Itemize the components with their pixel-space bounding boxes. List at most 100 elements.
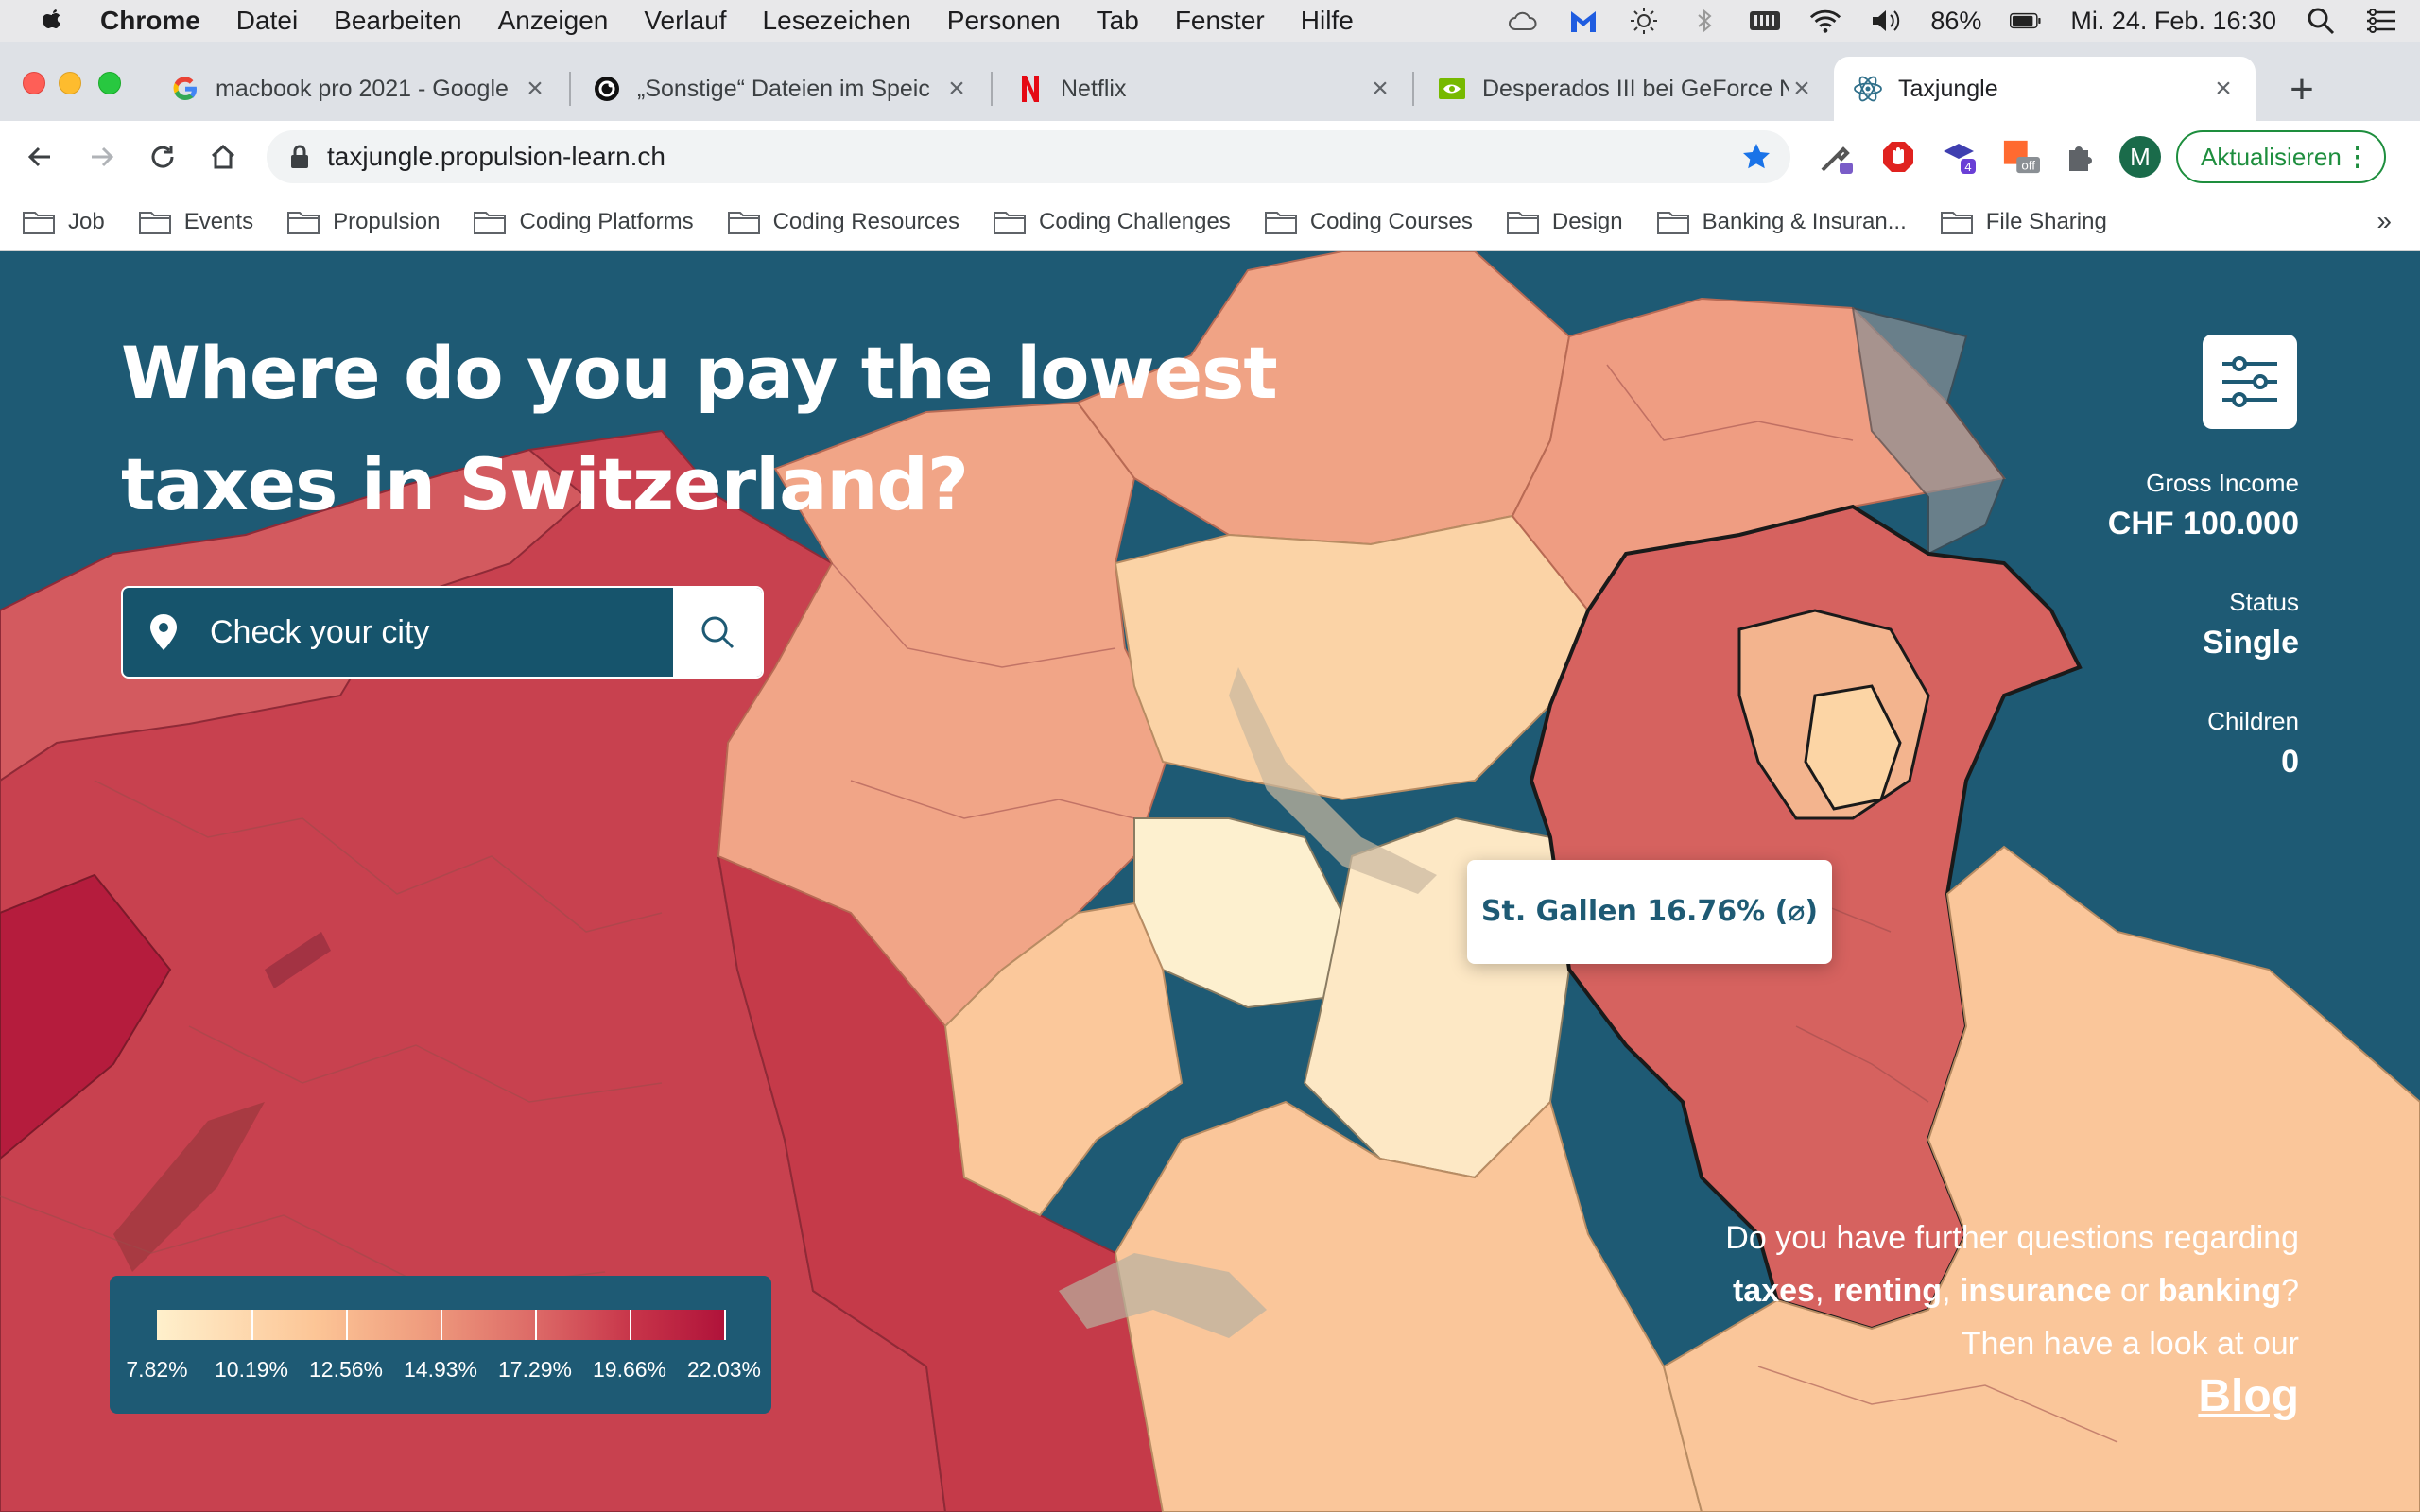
- more-menu-icon[interactable]: ⋮: [2344, 142, 2371, 171]
- city-search-box[interactable]: Check your city: [121, 586, 764, 679]
- bookmark-label: Coding Resources: [772, 208, 959, 234]
- tab-geforce-now[interactable]: Desperados III bei GeForce N ×: [1418, 57, 1834, 121]
- menu-app-chrome[interactable]: Chrome: [100, 6, 200, 35]
- volume-icon[interactable]: [1870, 7, 1902, 35]
- map-region-zug: [1133, 817, 1354, 1009]
- bookmarks-bar: Job Events Propulsion Coding Platforms C…: [0, 193, 2420, 251]
- url-text[interactable]: taxjungle.propulsion-learn.ch: [327, 142, 666, 171]
- tab-close-icon[interactable]: ×: [1372, 73, 1389, 104]
- forward-button[interactable]: [83, 138, 121, 176]
- settings-sliders-button[interactable]: [2203, 335, 2297, 429]
- menu-fenster[interactable]: Fenster: [1174, 6, 1265, 35]
- map-region-central-south: [1114, 1100, 1703, 1512]
- map-lake-biel: [265, 932, 331, 988]
- tab-taxjungle[interactable]: Taxjungle ×: [1834, 57, 2256, 121]
- window-minimize-button[interactable]: [59, 72, 81, 94]
- tab-sonstige-dateien[interactable]: „Sonstige“ Dateien im Speic ×: [573, 57, 989, 121]
- status-label: Status: [2229, 588, 2299, 616]
- legend-label: 14.93%: [403, 1357, 478, 1382]
- legend-label: 19.66%: [592, 1357, 667, 1382]
- menu-anzeigen[interactable]: Anzeigen: [497, 6, 609, 35]
- map-region-lake-constance: [1851, 306, 2006, 556]
- tab-close-icon[interactable]: ×: [1793, 73, 1810, 104]
- extensions-puzzle-icon[interactable]: [2061, 138, 2099, 176]
- lock-icon[interactable]: [289, 144, 310, 170]
- bookmark-folder-propulsion[interactable]: Propulsion: [287, 209, 440, 235]
- react-icon: [1853, 74, 1883, 104]
- blog-keyword-banking: banking: [2157, 1273, 2282, 1309]
- sliders-icon: [2222, 356, 2277, 407]
- blog-keyword-or: or: [2120, 1273, 2150, 1309]
- brightness-icon[interactable]: [1628, 7, 1660, 35]
- blog-link[interactable]: Blog: [2198, 1371, 2299, 1421]
- blog-keyword-taxes: taxes: [1732, 1273, 1815, 1309]
- address-bar[interactable]: taxjungle.propulsion-learn.ch: [267, 130, 1790, 183]
- bookmark-star-icon[interactable]: [1741, 142, 1772, 172]
- bluetooth-icon[interactable]: [1688, 7, 1720, 35]
- update-button[interactable]: Aktualisieren ⋮: [2176, 130, 2386, 183]
- menu-datei[interactable]: Datei: [235, 6, 299, 35]
- gross-income-label: Gross Income: [2146, 469, 2299, 497]
- bookmark-label: Propulsion: [333, 208, 441, 234]
- menu-bearbeiten[interactable]: Bearbeiten: [334, 6, 462, 35]
- folder-icon: [1656, 211, 1689, 234]
- profile-avatar[interactable]: M: [2119, 136, 2161, 178]
- menu-tab[interactable]: Tab: [1096, 6, 1139, 35]
- spotlight-search-icon[interactable]: [2305, 7, 2337, 35]
- back-button[interactable]: [21, 138, 59, 176]
- menu-lesezeichen[interactable]: Lesezeichen: [762, 6, 911, 35]
- status-value: Single: [2202, 625, 2299, 661]
- bookmark-folder-job[interactable]: Job: [23, 209, 105, 235]
- city-search-input[interactable]: Check your city: [210, 614, 430, 650]
- taxjungle-page: Where do you pay the lowest taxes in Swi…: [0, 251, 2420, 1512]
- graduation-extension-icon[interactable]: 4: [1942, 138, 1979, 176]
- bookmark-folder-coding-resources[interactable]: Coding Resources: [727, 208, 959, 235]
- wifi-icon[interactable]: [1809, 7, 1841, 35]
- folder-icon: [1506, 211, 1539, 234]
- bookmark-folder-banking-insurance[interactable]: Banking & Insuran...: [1656, 209, 1907, 235]
- bookmark-folder-coding-courses[interactable]: Coding Courses: [1264, 209, 1473, 235]
- bookmark-label: Coding Challenges: [1039, 208, 1231, 234]
- adblock-extension-icon[interactable]: [1879, 138, 1917, 176]
- window-close-button[interactable]: [23, 72, 45, 94]
- legend-tick: [441, 1310, 442, 1340]
- home-button[interactable]: [204, 138, 242, 176]
- city-search-button[interactable]: [673, 588, 762, 677]
- menu-personen[interactable]: Personen: [946, 6, 1061, 35]
- menu-verlauf[interactable]: Verlauf: [644, 6, 727, 35]
- bookmark-folder-design[interactable]: Design: [1506, 209, 1623, 235]
- battery-icon[interactable]: [2010, 7, 2042, 35]
- folder-icon: [1264, 211, 1297, 234]
- bookmark-folder-file-sharing[interactable]: File Sharing: [1940, 209, 2107, 235]
- bookmarks-overflow-icon[interactable]: »: [2377, 206, 2392, 235]
- off-extension-icon[interactable]: off: [2002, 138, 2040, 176]
- bookmark-folder-coding-challenges[interactable]: Coding Challenges: [994, 209, 1231, 235]
- memory-icon[interactable]: [1749, 7, 1781, 35]
- status-info: Status Single: [2203, 588, 2299, 662]
- control-center-icon[interactable]: [2365, 7, 2397, 35]
- folder-icon: [1940, 211, 1973, 234]
- menu-hilfe[interactable]: Hilfe: [1300, 6, 1354, 35]
- reload-button[interactable]: [144, 138, 182, 176]
- color-picker-extension-icon[interactable]: [1817, 138, 1855, 176]
- creative-cloud-icon[interactable]: [1507, 7, 1539, 35]
- netflix-icon: [1015, 74, 1046, 104]
- window-zoom-button[interactable]: [98, 72, 121, 94]
- tab-close-icon[interactable]: ×: [527, 73, 544, 104]
- blog-promo-text: Do you have further questions regarding …: [1448, 1211, 2299, 1370]
- switzerland-tax-map[interactable]: [0, 251, 2420, 1512]
- malwarebytes-icon[interactable]: [1567, 7, 1599, 35]
- tab-close-icon[interactable]: ×: [948, 73, 965, 104]
- tab-separator: [991, 72, 993, 106]
- tab-google-search[interactable]: macbook pro 2021 - Google ×: [151, 57, 567, 121]
- menubar-clock[interactable]: Mi. 24. Feb. 16:30: [2070, 6, 2276, 35]
- apple-icon[interactable]: [38, 7, 66, 35]
- tab-netflix[interactable]: Netflix ×: [996, 57, 1412, 121]
- bookmark-folder-events[interactable]: Events: [138, 209, 253, 235]
- browser-toolbar: taxjungle.propulsion-learn.ch 4 off M Ak…: [0, 121, 2420, 193]
- bookmark-folder-coding-platforms[interactable]: Coding Platforms: [474, 209, 694, 235]
- tab-close-icon[interactable]: ×: [2215, 73, 2232, 104]
- bookmark-label: Job: [68, 208, 105, 234]
- new-tab-button[interactable]: +: [2290, 66, 2314, 112]
- legend-label: 22.03%: [686, 1357, 762, 1382]
